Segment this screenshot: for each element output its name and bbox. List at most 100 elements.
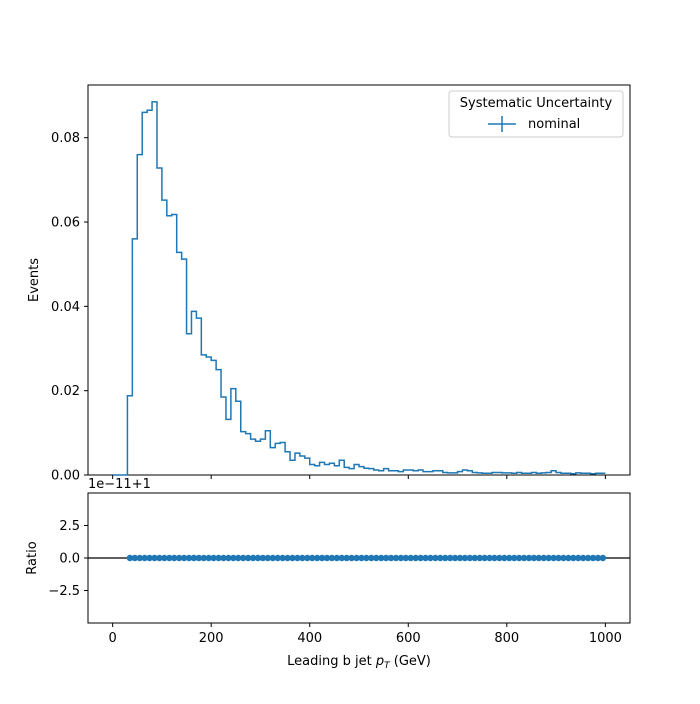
ratio-point — [446, 554, 454, 562]
ratio-point — [437, 554, 444, 562]
ratio-point — [432, 554, 439, 562]
ratio-point — [589, 554, 597, 562]
ratio-point — [476, 554, 483, 562]
ratio-point — [308, 554, 316, 562]
ratio-point — [264, 554, 272, 562]
ratio-point — [525, 554, 533, 562]
ratio-point — [318, 554, 326, 562]
main-plot-frame — [87, 84, 631, 476]
x-tick-label: 0 — [108, 631, 116, 646]
ratio-point — [501, 554, 508, 562]
ratio-point — [279, 554, 286, 562]
ratio-point — [461, 554, 469, 562]
ratio-point — [225, 554, 232, 562]
ratio-point — [422, 554, 429, 562]
ratio-point — [466, 554, 474, 562]
x-axis-label-subscript: T — [384, 661, 391, 671]
ratio-point — [284, 554, 291, 562]
main-y-tick-label: 0.04 — [51, 300, 80, 315]
ratio-point — [185, 554, 193, 562]
ratio-point — [486, 554, 493, 562]
ratio-point — [555, 554, 562, 562]
ratio-point — [333, 554, 341, 562]
ratio-point — [338, 554, 345, 562]
ratio-point — [131, 554, 139, 562]
ratio-point — [506, 554, 513, 562]
ratio-y-tick-label: −2.5 — [48, 584, 80, 599]
ratio-point — [348, 554, 355, 562]
ratio-point — [289, 554, 296, 562]
ratio-point — [417, 554, 424, 562]
ratio-point — [402, 554, 410, 562]
ratio-point — [220, 554, 227, 562]
ratio-point — [151, 554, 158, 562]
ratio-point — [584, 554, 592, 562]
ratio-point — [535, 554, 543, 562]
x-axis-label-math: p — [375, 654, 384, 669]
ratio-point — [205, 554, 212, 562]
ratio-point — [249, 554, 257, 562]
ratio-point — [323, 554, 331, 562]
ratio-point — [171, 554, 178, 562]
ratio-point — [387, 554, 395, 562]
ratio-y-axis-label: Ratio — [25, 541, 40, 574]
ratio-point — [451, 554, 459, 562]
ratio-point — [368, 554, 375, 562]
ratio-point — [254, 554, 262, 562]
x-tick-label: 600 — [396, 631, 421, 646]
ratio-point — [471, 554, 478, 562]
ratio-offset-label: 1e−11+1 — [88, 477, 151, 492]
ratio-point — [570, 554, 577, 562]
ratio-point — [244, 554, 252, 562]
ratio-point — [126, 554, 134, 562]
x-axis-label-unit: (GeV) — [390, 654, 431, 669]
ratio-point — [407, 554, 414, 562]
ratio-point — [377, 554, 385, 562]
legend-marker-nominal — [488, 116, 516, 132]
ratio-points — [126, 554, 607, 562]
ratio-point — [545, 554, 552, 562]
ratio-point — [442, 554, 449, 562]
ratio-point — [382, 554, 390, 562]
ratio-point — [575, 554, 582, 562]
ratio-point — [269, 554, 276, 562]
x-tick-label: 200 — [199, 631, 224, 646]
main-x-axis-ticks — [112, 475, 606, 479]
x-tick-label: 800 — [494, 631, 519, 646]
ratio-point — [328, 554, 336, 562]
ratio-point — [240, 554, 247, 562]
ratio-x-axis-ticks: 0 200 400 600 800 1000 — [108, 623, 622, 646]
ratio-point — [373, 554, 380, 562]
ratio-point — [166, 554, 173, 562]
ratio-point — [210, 554, 217, 562]
ratio-point — [392, 554, 400, 562]
legend-title: Systematic Uncertainty — [460, 96, 613, 111]
legend-box — [448, 90, 624, 138]
ratio-point — [259, 554, 267, 562]
ratio-point — [550, 554, 557, 562]
ratio-point — [353, 554, 360, 562]
x-tick-label: 1000 — [589, 631, 622, 646]
x-axis-label: Leading b jet pT (GeV) — [287, 654, 431, 671]
ratio-point — [299, 554, 306, 562]
ratio-point — [511, 554, 518, 562]
main-y-tick-label: 0.02 — [51, 384, 80, 399]
ratio-point — [146, 554, 153, 562]
ratio-point — [136, 554, 143, 562]
ratio-point — [190, 554, 198, 562]
ratio-point — [427, 554, 434, 562]
ratio-point — [230, 554, 237, 562]
ratio-point — [397, 554, 405, 562]
ratio-point — [481, 554, 488, 562]
ratio-point — [579, 554, 587, 562]
ratio-point — [274, 554, 281, 562]
ratio-point — [540, 554, 547, 562]
ratio-point — [520, 554, 528, 562]
ratio-point — [560, 554, 567, 562]
x-axis-label-text: Leading b jet — [287, 654, 376, 669]
ratio-point — [343, 554, 350, 562]
main-y-tick-label: 0.00 — [51, 469, 80, 484]
ratio-point — [358, 554, 365, 562]
ratio-point — [141, 554, 148, 562]
main-y-tick-label: 0.06 — [51, 216, 80, 231]
